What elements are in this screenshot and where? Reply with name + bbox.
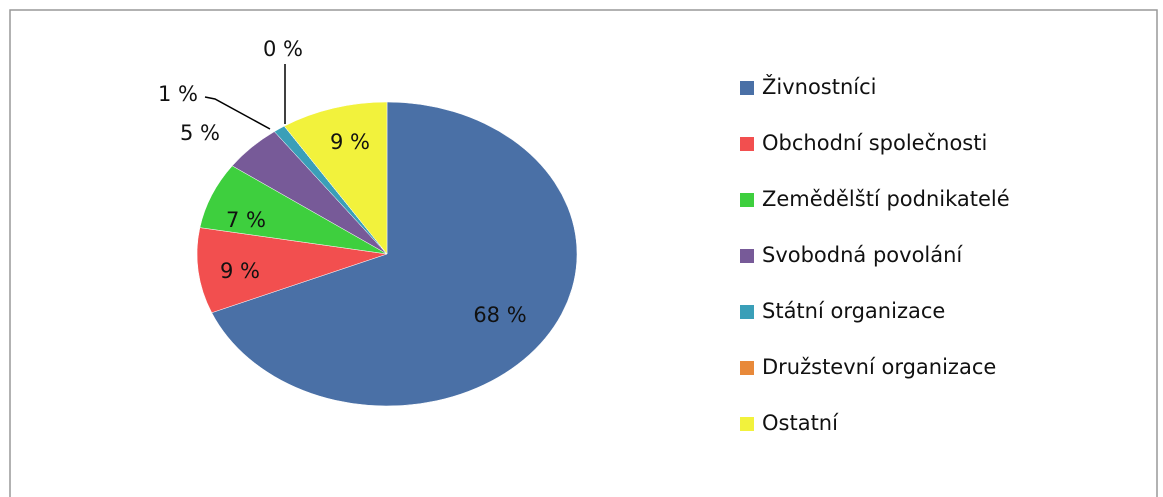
legend-swatch — [740, 361, 754, 375]
data-label: 7 % — [226, 208, 266, 232]
data-label: 68 % — [473, 303, 526, 327]
data-label: 9 % — [220, 259, 260, 283]
legend-swatch — [740, 193, 754, 207]
legend-swatch — [740, 417, 754, 431]
pie-slice — [211, 101, 578, 407]
legend-label: Obchodní společnosti — [762, 131, 987, 155]
legend-label: Družstevní organizace — [762, 355, 996, 379]
leader-line — [204, 96, 271, 130]
legend-label: Živnostníci — [762, 74, 877, 99]
data-label: 0 % — [263, 37, 303, 61]
legend-swatch — [740, 137, 754, 151]
legend-label: Svobodná povolání — [762, 243, 963, 267]
legend-label: Státní organizace — [762, 299, 945, 323]
legend-swatch — [740, 81, 754, 95]
legend-swatch — [740, 305, 754, 319]
legend-label: Zemědělští podnikatelé — [762, 187, 1010, 211]
pie-slice — [196, 227, 388, 314]
legend-label: Ostatní — [762, 411, 839, 435]
data-label: 5 % — [180, 121, 220, 145]
pie-slice — [283, 101, 388, 255]
data-label: 1 % — [158, 82, 198, 106]
legend-swatch — [740, 249, 754, 263]
data-label: 9 % — [330, 130, 370, 154]
